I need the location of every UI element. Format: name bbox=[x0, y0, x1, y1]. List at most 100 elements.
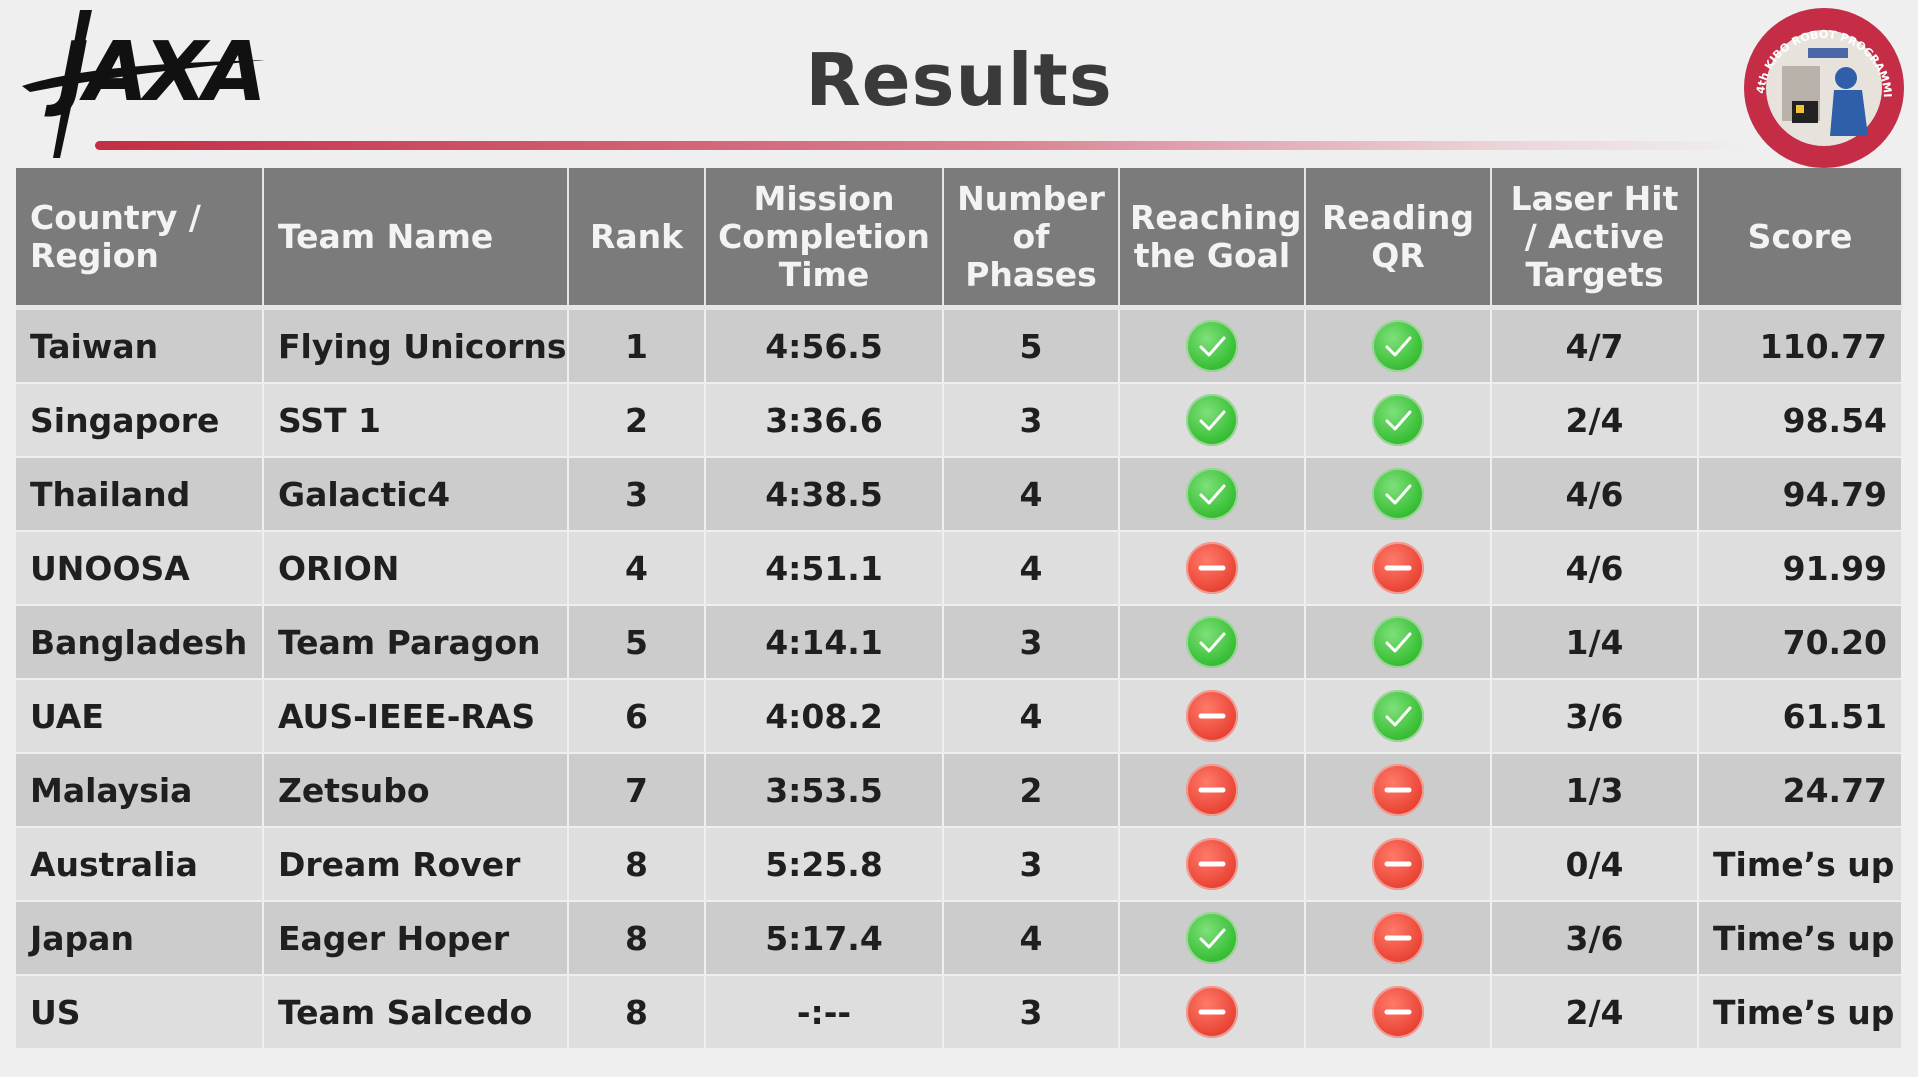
minus-icon bbox=[1186, 986, 1238, 1038]
cell-goal bbox=[1119, 753, 1306, 828]
cell-qr bbox=[1305, 753, 1492, 828]
check-icon bbox=[1372, 690, 1424, 742]
minus-icon bbox=[1186, 764, 1238, 816]
cell-time: 4:56.5 bbox=[705, 307, 944, 384]
table-row: Bangladesh Team Paragon 5 4:14.1 3 1/4 70.20 bbox=[16, 605, 1903, 680]
cell-score: 70.20 bbox=[1698, 605, 1903, 680]
cell-goal bbox=[1119, 457, 1306, 532]
cell-goal bbox=[1119, 901, 1306, 976]
cell-qr bbox=[1305, 901, 1492, 976]
cell-team: Flying Unicorns bbox=[263, 307, 569, 384]
cell-qr bbox=[1305, 679, 1492, 754]
cell-qr bbox=[1305, 531, 1492, 606]
cell-qr bbox=[1305, 383, 1492, 458]
cell-team: Eager Hoper bbox=[263, 901, 569, 976]
table-row: Australia Dream Rover 8 5:25.8 3 0/4 Time’s up bbox=[16, 827, 1903, 902]
results-body: Taiwan Flying Unicorns 1 4:56.5 5 4/7 110.77 Si… bbox=[16, 307, 1903, 1050]
minus-icon bbox=[1186, 542, 1238, 594]
cell-goal bbox=[1119, 531, 1306, 606]
cell-goal bbox=[1119, 307, 1306, 384]
jaxa-logo: JAXA bbox=[22, 10, 267, 158]
header-row: Country / Region Team Name Rank Mission … bbox=[16, 168, 1903, 310]
check-icon bbox=[1186, 912, 1238, 964]
cell-phases: 3 bbox=[943, 383, 1120, 458]
cell-qr bbox=[1305, 605, 1492, 680]
cell-goal bbox=[1119, 679, 1306, 754]
check-icon bbox=[1372, 394, 1424, 446]
cell-team: Team Paragon bbox=[263, 605, 569, 680]
header-phases: Number of Phases bbox=[943, 168, 1120, 310]
logo-text: JAXA bbox=[44, 25, 263, 120]
check-icon bbox=[1372, 320, 1424, 372]
check-icon bbox=[1186, 616, 1238, 668]
cell-goal bbox=[1119, 383, 1306, 458]
header-team: Team Name bbox=[263, 168, 569, 310]
cell-laser: 2/4 bbox=[1491, 975, 1699, 1050]
cell-rank: 8 bbox=[568, 827, 706, 902]
cell-rank: 6 bbox=[568, 679, 706, 754]
cell-team: SST 1 bbox=[263, 383, 569, 458]
cell-laser: 1/3 bbox=[1491, 753, 1699, 828]
cell-laser: 3/6 bbox=[1491, 679, 1699, 754]
minus-icon bbox=[1372, 912, 1424, 964]
cell-time: -:-- bbox=[705, 975, 944, 1050]
cell-phases: 4 bbox=[943, 531, 1120, 606]
cell-score: 61.51 bbox=[1698, 679, 1903, 754]
cell-team: Team Salcedo bbox=[263, 975, 569, 1050]
cell-score: Time’s up bbox=[1698, 901, 1903, 976]
page-title: Results bbox=[805, 38, 1113, 122]
cell-country: Singapore bbox=[16, 383, 264, 458]
header-goal: Reaching the Goal bbox=[1119, 168, 1306, 310]
cell-phases: 5 bbox=[943, 307, 1120, 384]
cell-goal bbox=[1119, 605, 1306, 680]
cell-country: UAE bbox=[16, 679, 264, 754]
cell-country: Taiwan bbox=[16, 307, 264, 384]
cell-score: Time’s up bbox=[1698, 975, 1903, 1050]
cell-phases: 4 bbox=[943, 901, 1120, 976]
table-row: Singapore SST 1 2 3:36.6 3 2/4 98.54 bbox=[16, 383, 1903, 458]
cell-laser: 4/7 bbox=[1491, 307, 1699, 384]
cell-time: 4:51.1 bbox=[705, 531, 944, 606]
table-row: Japan Eager Hoper 8 5:17.4 4 3/6 Time’s up bbox=[16, 901, 1903, 976]
header-laser: Laser Hit / Active Targets bbox=[1491, 168, 1699, 310]
cell-rank: 8 bbox=[568, 901, 706, 976]
header-time: Mission Completion Time bbox=[705, 168, 944, 310]
cell-time: 4:14.1 bbox=[705, 605, 944, 680]
cell-phases: 3 bbox=[943, 975, 1120, 1050]
check-icon bbox=[1372, 616, 1424, 668]
cell-laser: 2/4 bbox=[1491, 383, 1699, 458]
cell-country: Malaysia bbox=[16, 753, 264, 828]
cell-score: Time’s up bbox=[1698, 827, 1903, 902]
cell-score: 24.77 bbox=[1698, 753, 1903, 828]
check-icon bbox=[1186, 468, 1238, 520]
results-table: Country / Region Team Name Rank Mission … bbox=[16, 168, 1903, 1050]
minus-icon bbox=[1372, 542, 1424, 594]
check-icon bbox=[1186, 394, 1238, 446]
cell-country: Bangladesh bbox=[16, 605, 264, 680]
table-row: Taiwan Flying Unicorns 1 4:56.5 5 4/7 110.77 bbox=[16, 307, 1903, 384]
cell-country: Thailand bbox=[16, 457, 264, 532]
cell-laser: 4/6 bbox=[1491, 531, 1699, 606]
cell-country: UNOOSA bbox=[16, 531, 264, 606]
cell-qr bbox=[1305, 827, 1492, 902]
cell-phases: 2 bbox=[943, 753, 1120, 828]
cell-score: 98.54 bbox=[1698, 383, 1903, 458]
cell-score: 94.79 bbox=[1698, 457, 1903, 532]
cell-qr bbox=[1305, 307, 1492, 384]
cell-time: 4:08.2 bbox=[705, 679, 944, 754]
header-country: Country / Region bbox=[16, 168, 264, 310]
table-row: US Team Salcedo 8 -:-- 3 2/4 Time’s up bbox=[16, 975, 1903, 1050]
table-row: UNOOSA ORION 4 4:51.1 4 4/6 91.99 bbox=[16, 531, 1903, 606]
table-row: UAE AUS-IEEE-RAS 6 4:08.2 4 3/6 61.51 bbox=[16, 679, 1903, 754]
table-row: Thailand Galactic4 3 4:38.5 4 4/6 94.79 bbox=[16, 457, 1903, 532]
cell-rank: 4 bbox=[568, 531, 706, 606]
cell-phases: 4 bbox=[943, 457, 1120, 532]
cell-goal bbox=[1119, 827, 1306, 902]
cell-score: 110.77 bbox=[1698, 307, 1903, 384]
cell-country: Japan bbox=[16, 901, 264, 976]
cell-rank: 3 bbox=[568, 457, 706, 532]
cell-rank: 7 bbox=[568, 753, 706, 828]
cell-qr bbox=[1305, 975, 1492, 1050]
cell-laser: 3/6 bbox=[1491, 901, 1699, 976]
cell-phases: 3 bbox=[943, 827, 1120, 902]
